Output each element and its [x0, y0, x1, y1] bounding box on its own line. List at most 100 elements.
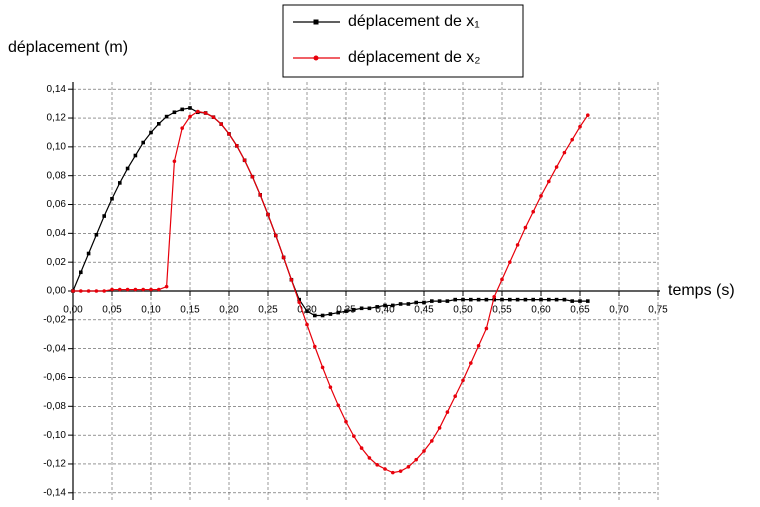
marker	[398, 469, 403, 473]
marker	[367, 456, 372, 460]
marker	[547, 179, 551, 184]
y-tick-label: 0,10	[47, 142, 67, 153]
marker	[406, 465, 411, 469]
marker	[547, 297, 551, 302]
marker	[492, 294, 497, 299]
marker	[258, 193, 263, 197]
x-tick-label: 0,20	[219, 305, 239, 316]
y-tick-label: -0,02	[43, 314, 66, 325]
marker	[367, 306, 372, 311]
marker	[422, 300, 426, 305]
marker	[102, 214, 106, 218]
marker	[352, 434, 356, 438]
marker	[196, 109, 200, 114]
x-tick-label: 0,70	[609, 305, 629, 316]
marker	[430, 439, 434, 443]
marker	[554, 297, 559, 302]
marker	[125, 166, 130, 171]
marker	[313, 55, 319, 61]
marker	[398, 302, 403, 306]
x-tick-label: 0,55	[492, 305, 512, 316]
marker	[484, 326, 489, 331]
y-tick-label: 0,00	[47, 286, 67, 297]
marker	[180, 107, 184, 112]
marker	[71, 289, 75, 293]
marker	[508, 297, 512, 302]
marker	[297, 297, 301, 302]
marker	[274, 233, 278, 238]
marker	[313, 344, 317, 349]
marker	[203, 111, 208, 115]
y-tick-label: -0,06	[43, 372, 66, 383]
marker	[515, 243, 520, 247]
marker	[453, 297, 457, 302]
marker	[476, 297, 481, 302]
marker	[118, 287, 122, 292]
marker	[359, 306, 364, 311]
y-tick-label: 0,04	[47, 228, 67, 239]
marker	[172, 110, 177, 115]
marker	[383, 303, 387, 308]
marker	[523, 297, 528, 302]
marker	[172, 159, 177, 164]
marker	[86, 251, 91, 256]
marker	[484, 297, 489, 302]
x-tick-label: 0,15	[180, 305, 200, 316]
marker	[586, 113, 590, 117]
marker	[461, 378, 465, 383]
marker	[406, 302, 411, 306]
y-tick-label: -0,14	[43, 487, 66, 498]
marker	[391, 303, 395, 308]
marker	[188, 106, 192, 110]
marker	[414, 300, 418, 305]
marker	[344, 309, 348, 313]
marker	[578, 299, 582, 303]
marker	[133, 153, 138, 158]
marker	[250, 174, 255, 179]
marker	[141, 140, 145, 145]
marker	[383, 467, 387, 471]
marker	[118, 181, 122, 185]
marker	[79, 270, 83, 275]
x-tick-label: 0,40	[375, 305, 395, 316]
marker	[157, 287, 161, 292]
marker	[391, 470, 395, 475]
y-tick-label: 0,02	[47, 257, 67, 268]
marker	[164, 284, 169, 289]
marker	[562, 297, 567, 302]
marker	[359, 446, 364, 450]
y-tick-label: 0,08	[47, 170, 67, 181]
x-tick-label: 0,65	[570, 305, 590, 316]
marker	[445, 410, 450, 414]
y-tick-label: -0,10	[43, 430, 66, 441]
marker	[281, 255, 286, 260]
y-tick-label: -0,04	[43, 343, 66, 354]
marker	[453, 394, 458, 399]
marker	[469, 297, 473, 302]
marker	[554, 165, 559, 169]
marker	[227, 132, 231, 136]
marker	[461, 297, 465, 302]
marker	[320, 313, 325, 318]
marker	[469, 361, 473, 365]
marker	[422, 449, 426, 453]
marker	[94, 232, 99, 237]
marker	[476, 343, 481, 348]
marker	[515, 297, 520, 302]
marker	[86, 289, 91, 293]
marker	[508, 260, 512, 264]
series-line	[73, 110, 589, 474]
marker	[578, 124, 582, 129]
marker	[149, 287, 153, 292]
marker	[344, 419, 348, 424]
marker	[492, 297, 496, 302]
marker	[157, 122, 161, 126]
marker	[149, 130, 153, 135]
marker	[539, 194, 543, 198]
marker	[414, 457, 419, 462]
marker	[313, 313, 317, 318]
x-tick-label: 0,50	[453, 305, 473, 316]
marker	[141, 287, 145, 292]
marker	[437, 299, 442, 303]
